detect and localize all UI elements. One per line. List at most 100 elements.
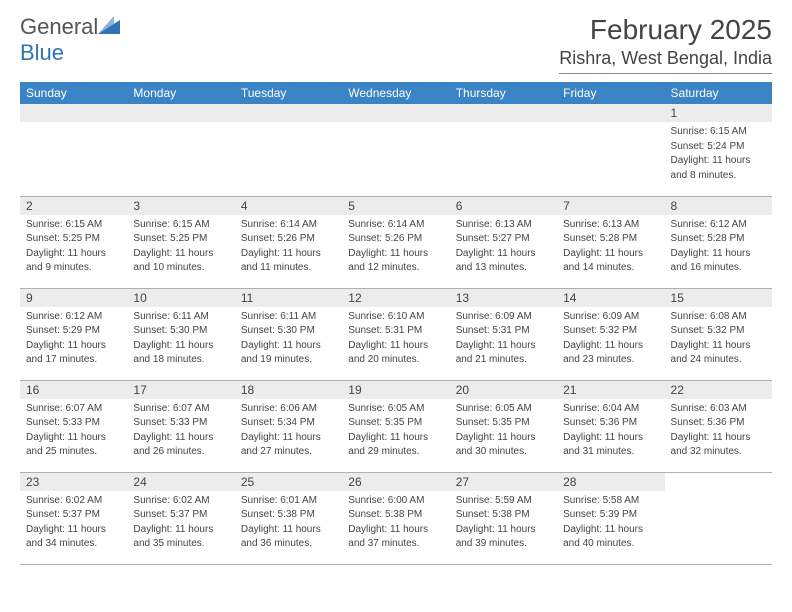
calendar-week-row: 9 Sunrise: 6:12 AMSunset: 5:29 PMDaylight… — [20, 288, 772, 380]
calendar-week-row: 16Sunrise: 6:07 AMSunset: 5:33 PMDayligh… — [20, 380, 772, 472]
day-info-line: and 11 minutes. — [241, 261, 336, 275]
day-info: Sunrise: 6:15 AMSunset: 5:24 PMDaylight:… — [665, 125, 772, 182]
day-info-line: Sunrise: 6:04 AM — [563, 402, 658, 416]
calendar-day-cell: 1Sunrise: 6:15 AMSunset: 5:24 PMDaylight… — [665, 104, 772, 196]
day-info: Sunrise: 6:00 AMSunset: 5:38 PMDaylight:… — [342, 494, 449, 551]
day-info-line: and 10 minutes. — [133, 261, 228, 275]
day-info: Sunrise: 6:02 AMSunset: 5:37 PMDaylight:… — [127, 494, 234, 551]
weekday-header: Tuesday — [235, 82, 342, 104]
calendar-day-cell: 6 Sunrise: 6:13 AMSunset: 5:27 PMDaylight… — [450, 196, 557, 288]
calendar-empty-cell — [665, 472, 772, 564]
day-info-line: Sunset: 5:38 PM — [456, 508, 551, 522]
calendar-day-cell: 3Sunrise: 6:15 AMSunset: 5:25 PMDaylight… — [127, 196, 234, 288]
calendar-day-cell: 11Sunrise: 6:11 AMSunset: 5:30 PMDayligh… — [235, 288, 342, 380]
weekday-header: Sunday — [20, 82, 127, 104]
day-info-line: and 26 minutes. — [133, 445, 228, 459]
day-info-line: Daylight: 11 hours — [133, 523, 228, 537]
day-info: Sunrise: 6:03 AMSunset: 5:36 PMDaylight:… — [665, 402, 772, 459]
day-info-line: Sunset: 5:37 PM — [133, 508, 228, 522]
day-info-line: Sunset: 5:32 PM — [671, 324, 766, 338]
calendar-day-cell: 15Sunrise: 6:08 AMSunset: 5:32 PMDayligh… — [665, 288, 772, 380]
day-info: Sunrise: 6:08 AMSunset: 5:32 PMDaylight:… — [665, 310, 772, 367]
day-info-line: Daylight: 11 hours — [456, 247, 551, 261]
day-info: Sunrise: 6:13 AMSunset: 5:27 PMDaylight:… — [450, 218, 557, 275]
day-info: Sunrise: 6:07 AMSunset: 5:33 PMDaylight:… — [20, 402, 127, 459]
day-info-line: Sunrise: 6:09 AM — [456, 310, 551, 324]
day-info: Sunrise: 6:05 AMSunset: 5:35 PMDaylight:… — [342, 402, 449, 459]
day-info-line: Sunrise: 6:12 AM — [26, 310, 121, 324]
day-info-line: Sunrise: 6:00 AM — [348, 494, 443, 508]
day-info-line: and 39 minutes. — [456, 537, 551, 551]
day-info-line: and 24 minutes. — [671, 353, 766, 367]
day-number: 23 — [20, 473, 127, 491]
day-info: Sunrise: 5:59 AMSunset: 5:38 PMDaylight:… — [450, 494, 557, 551]
day-info-line: Sunset: 5:27 PM — [456, 232, 551, 246]
day-info-line: Sunset: 5:29 PM — [26, 324, 121, 338]
day-number: 27 — [450, 473, 557, 491]
day-info-line: Sunrise: 6:09 AM — [563, 310, 658, 324]
day-info-line: and 19 minutes. — [241, 353, 336, 367]
day-number: 2 — [20, 197, 127, 215]
day-info: Sunrise: 6:12 AMSunset: 5:29 PMDaylight:… — [20, 310, 127, 367]
day-info-line: and 36 minutes. — [241, 537, 336, 551]
day-info: Sunrise: 6:06 AMSunset: 5:34 PMDaylight:… — [235, 402, 342, 459]
day-info-line: and 21 minutes. — [456, 353, 551, 367]
logo-word2: Blue — [20, 40, 64, 65]
calendar-day-cell: 14Sunrise: 6:09 AMSunset: 5:32 PMDayligh… — [557, 288, 664, 380]
day-info-line: Daylight: 11 hours — [348, 247, 443, 261]
day-info-line: and 34 minutes. — [26, 537, 121, 551]
day-number: 3 — [127, 197, 234, 215]
day-info: Sunrise: 6:14 AMSunset: 5:26 PMDaylight:… — [235, 218, 342, 275]
day-info-line: Sunset: 5:25 PM — [26, 232, 121, 246]
day-info-line: and 32 minutes. — [671, 445, 766, 459]
day-info-line: and 14 minutes. — [563, 261, 658, 275]
day-number: 20 — [450, 381, 557, 399]
logo-word1: General — [20, 14, 98, 39]
day-info-line: Sunset: 5:30 PM — [133, 324, 228, 338]
day-info: Sunrise: 6:12 AMSunset: 5:28 PMDaylight:… — [665, 218, 772, 275]
day-info-line: and 40 minutes. — [563, 537, 658, 551]
header: General Blue February 2025 Rishra, West … — [20, 14, 772, 74]
day-info: Sunrise: 6:07 AMSunset: 5:33 PMDaylight:… — [127, 402, 234, 459]
day-info-line: Sunset: 5:28 PM — [671, 232, 766, 246]
day-info-line: Daylight: 11 hours — [133, 247, 228, 261]
day-info-line: Sunset: 5:25 PM — [133, 232, 228, 246]
day-info: Sunrise: 6:13 AMSunset: 5:28 PMDaylight:… — [557, 218, 664, 275]
calendar-week-row: 23Sunrise: 6:02 AMSunset: 5:37 PMDayligh… — [20, 472, 772, 564]
day-info-line: Sunrise: 6:15 AM — [671, 125, 766, 139]
day-number-empty — [20, 104, 127, 122]
day-number-empty — [235, 104, 342, 122]
day-info-line: Daylight: 11 hours — [563, 523, 658, 537]
weekday-header: Wednesday — [342, 82, 449, 104]
day-info-line: Sunset: 5:26 PM — [348, 232, 443, 246]
day-number: 5 — [342, 197, 449, 215]
weekday-header: Saturday — [665, 82, 772, 104]
day-number: 9 — [20, 289, 127, 307]
day-info-line: Sunset: 5:39 PM — [563, 508, 658, 522]
day-info-line: and 18 minutes. — [133, 353, 228, 367]
day-info-line: Sunrise: 6:15 AM — [26, 218, 121, 232]
day-info-line: Sunrise: 6:07 AM — [26, 402, 121, 416]
day-number: 12 — [342, 289, 449, 307]
day-number: 14 — [557, 289, 664, 307]
day-info-line: Daylight: 11 hours — [456, 523, 551, 537]
day-number: 6 — [450, 197, 557, 215]
day-info-line: Sunrise: 6:02 AM — [133, 494, 228, 508]
day-info-line: Sunrise: 6:10 AM — [348, 310, 443, 324]
calendar-empty-cell — [450, 104, 557, 196]
day-number: 25 — [235, 473, 342, 491]
calendar-day-cell: 4 Sunrise: 6:14 AMSunset: 5:26 PMDaylight… — [235, 196, 342, 288]
calendar-day-cell: 20Sunrise: 6:05 AMSunset: 5:35 PMDayligh… — [450, 380, 557, 472]
day-info-line: Sunset: 5:32 PM — [563, 324, 658, 338]
day-info-line: Sunrise: 6:03 AM — [671, 402, 766, 416]
calendar-day-cell: 22Sunrise: 6:03 AMSunset: 5:36 PMDayligh… — [665, 380, 772, 472]
day-number: 4 — [235, 197, 342, 215]
calendar-day-cell: 2Sunrise: 6:15 AMSunset: 5:25 PMDaylight… — [20, 196, 127, 288]
calendar-day-cell: 17Sunrise: 6:07 AMSunset: 5:33 PMDayligh… — [127, 380, 234, 472]
day-info-line: Daylight: 11 hours — [456, 431, 551, 445]
calendar-day-cell: 5Sunrise: 6:14 AMSunset: 5:26 PMDaylight… — [342, 196, 449, 288]
day-info-line: Sunset: 5:34 PM — [241, 416, 336, 430]
calendar-empty-cell — [557, 104, 664, 196]
calendar-day-cell: 26Sunrise: 6:00 AMSunset: 5:38 PMDayligh… — [342, 472, 449, 564]
weekday-header: Friday — [557, 82, 664, 104]
